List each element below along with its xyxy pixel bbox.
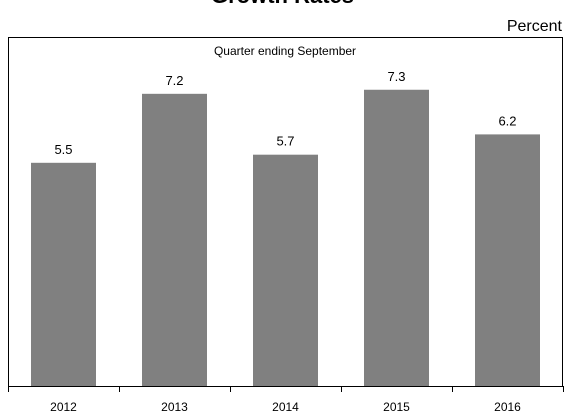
data-label-2014: 5.7 [276, 134, 294, 149]
bar-2016 [475, 134, 540, 386]
bar-2015 [364, 89, 429, 387]
data-label-2013: 7.2 [165, 73, 183, 88]
x-tick-label-2012: 2012 [50, 400, 77, 414]
bar-2014 [253, 154, 318, 386]
data-label-2012: 5.5 [54, 142, 72, 157]
data-label-2016: 6.2 [498, 113, 516, 128]
unit-label: Percent [506, 18, 562, 35]
chart-title: Growth Rates [0, 0, 565, 9]
x-tick-label-2016: 2016 [494, 400, 521, 414]
x-tick-label-2013: 2013 [161, 400, 188, 414]
bar-2013 [142, 93, 207, 386]
chart-subtitle: Quarter ending September [214, 44, 356, 58]
x-tick-label-2014: 2014 [272, 400, 299, 414]
x-tick-label-2015: 2015 [383, 400, 410, 414]
data-label-2015: 7.3 [387, 69, 405, 84]
bar-2012 [31, 162, 96, 386]
